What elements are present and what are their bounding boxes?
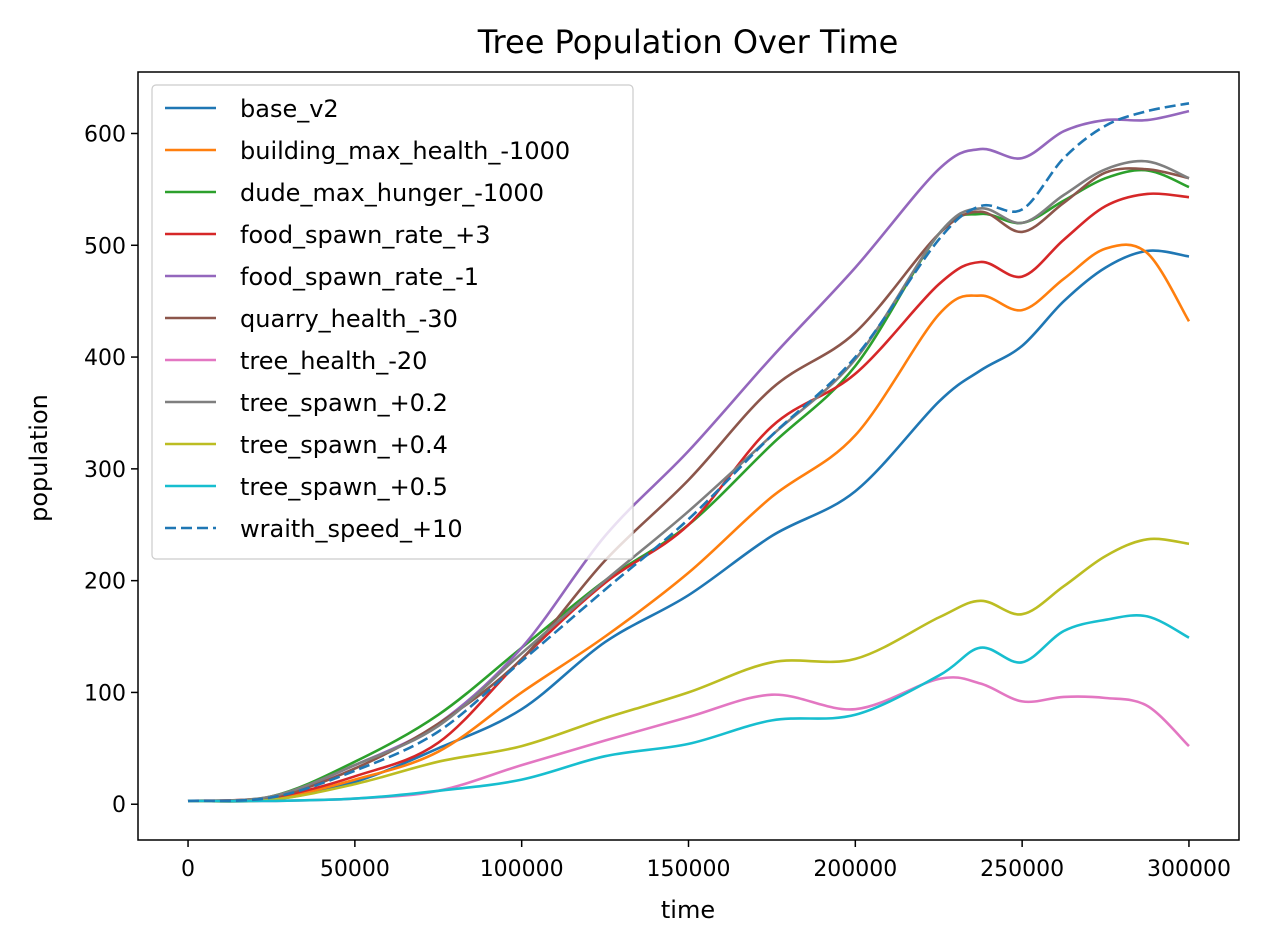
y-tick-label: 400	[84, 346, 126, 371]
legend-label-tree_spawn_+0.5: tree_spawn_+0.5	[240, 473, 448, 501]
series-line-tree_spawn_+0.4	[187, 537, 1190, 803]
x-axis-label: time	[661, 896, 715, 924]
legend-label-tree_health_-20: tree_health_-20	[240, 347, 427, 375]
y-axis: 0 100 200 300 400 500 600	[84, 122, 138, 818]
x-tick-label: 250000	[980, 857, 1064, 882]
y-tick-label: 100	[84, 681, 126, 706]
series-line-wraith_speed_+10	[187, 102, 1190, 803]
legend-label-building_max_health_-1000: building_max_health_-1000	[240, 137, 570, 165]
chart-title: Tree Population Over Time	[477, 23, 899, 61]
x-tick-label: 0	[181, 857, 195, 882]
legend-label-base_v2: base_v2	[240, 95, 339, 123]
y-tick-label: 300	[84, 458, 126, 483]
x-tick-label: 200000	[813, 857, 897, 882]
legend-label-wraith_speed_+10: wraith_speed_+10	[240, 515, 463, 543]
series-line-dude_max_hunger_-1000	[187, 168, 1190, 803]
series-line-tree_spawn_+0.5	[187, 614, 1190, 803]
y-tick-label: 200	[84, 570, 126, 595]
series-line-building_max_health_-1000	[187, 243, 1191, 803]
legend-box	[151, 84, 634, 560]
y-tick-label: 600	[84, 122, 126, 147]
series-line-food_spawn_rate_+3	[187, 192, 1190, 803]
legend-label-tree_spawn_+0.2: tree_spawn_+0.2	[240, 389, 448, 417]
x-tick-label: 100000	[480, 857, 564, 882]
y-axis-label: population	[25, 394, 53, 522]
y-tick-label: 500	[84, 234, 126, 259]
x-tick-label: 150000	[647, 857, 731, 882]
plot-area	[187, 102, 1191, 803]
legend-label-food_spawn_rate_+3: food_spawn_rate_+3	[240, 221, 490, 249]
legend-label-quarry_health_-30: quarry_health_-30	[240, 305, 458, 333]
legend: base_v2 building_max_health_-1000 dude_max…	[151, 84, 634, 560]
legend-label-food_spawn_rate_-1: food_spawn_rate_-1	[240, 263, 479, 291]
x-axis: 0 50000 100000 150000 200000 250000 300000	[181, 840, 1231, 882]
legend-label-tree_spawn_+0.4: tree_spawn_+0.4	[240, 431, 448, 459]
legend-label-dude_max_hunger_-1000: dude_max_hunger_-1000	[240, 179, 544, 207]
x-tick-label: 50000	[320, 857, 390, 882]
x-tick-label: 300000	[1147, 857, 1231, 882]
y-tick-label: 0	[112, 793, 126, 818]
